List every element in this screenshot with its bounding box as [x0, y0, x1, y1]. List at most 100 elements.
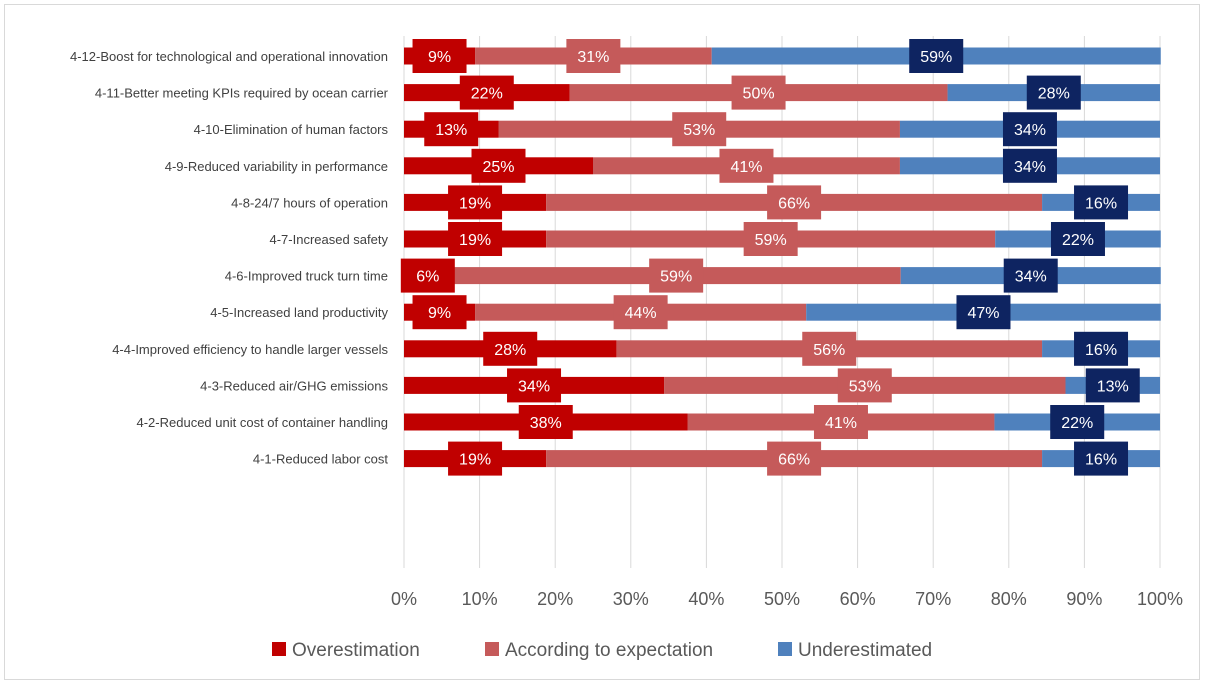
category-label: 4-10-Elimination of human factors: [194, 122, 389, 137]
data-label: 28%: [494, 342, 526, 359]
data-label-box: [1002, 112, 1057, 147]
data-label: 34%: [1014, 122, 1046, 139]
data-label: 66%: [778, 452, 810, 469]
legend-label: Underestimated: [798, 640, 932, 661]
category-label: 4-5-Increased land productivity: [210, 305, 388, 320]
data-label: 31%: [577, 49, 609, 66]
data-label: 59%: [755, 232, 787, 249]
data-label: 41%: [730, 159, 762, 176]
data-label: 25%: [482, 159, 514, 176]
data-label: 34%: [518, 378, 550, 395]
data-label: 13%: [1097, 378, 1129, 395]
data-label: 13%: [435, 122, 467, 139]
data-label: 28%: [1038, 86, 1070, 103]
data-label: 47%: [967, 305, 999, 322]
data-label-box: [448, 222, 503, 256]
data-label: 53%: [849, 378, 881, 395]
x-tick-label: 80%: [991, 589, 1027, 609]
data-label-box: [471, 148, 526, 183]
data-label-box: [802, 331, 857, 366]
data-label-box: [1026, 75, 1081, 110]
data-label-box: [731, 75, 786, 110]
data-labels: 9% 31% 59% 22% 50% 28% 13% 53% 34% 25% 41% 34% 19% 66…: [400, 39, 1140, 476]
category-label: 4-8-24/7 hours of operation: [231, 195, 388, 210]
data-label: 19%: [459, 195, 491, 212]
data-label-box: [649, 258, 704, 293]
data-label: 9%: [428, 305, 451, 322]
data-label: 22%: [1061, 415, 1093, 432]
data-label-box: [813, 405, 868, 439]
legend-swatch: [485, 642, 499, 656]
data-label-box: [400, 258, 455, 293]
data-label-box: [507, 368, 562, 403]
data-label-box: [956, 295, 1011, 330]
data-label: 59%: [660, 269, 692, 286]
x-axis-tick-labels: 0% 10% 20% 30% 40% 50% 60% 70% 80% 90% 100%: [391, 589, 1183, 609]
data-label-box: [743, 222, 798, 256]
x-tick-label: 90%: [1066, 589, 1102, 609]
data-label: 34%: [1014, 159, 1046, 176]
x-tick-label: 50%: [764, 589, 800, 609]
data-label-box: [448, 441, 503, 476]
data-label: 22%: [471, 86, 503, 103]
legend-label: Overestimation: [292, 640, 420, 661]
data-label-box: [424, 112, 479, 147]
category-label: 4-7-Increased safety: [269, 232, 388, 247]
data-label: 44%: [625, 305, 657, 322]
category-label: 4-4-Improved efficiency to handle larger…: [112, 342, 388, 357]
category-labels: 4-12-Boost for technological and operati…: [70, 49, 389, 467]
x-tick-label: 20%: [537, 589, 573, 609]
x-tick-label: 60%: [840, 589, 876, 609]
legend: Overestimation According to expectation Un…: [272, 640, 932, 661]
legend-swatch: [272, 642, 286, 656]
data-label-box: [566, 39, 621, 73]
data-label: 16%: [1085, 342, 1117, 359]
data-label: 9%: [428, 49, 451, 66]
data-label: 50%: [743, 86, 775, 103]
data-label-box: [767, 185, 822, 220]
data-label: 38%: [530, 415, 562, 432]
data-label-box: [1074, 185, 1129, 220]
data-label: 19%: [459, 452, 491, 469]
legend-swatch: [778, 642, 792, 656]
data-label-box: [483, 331, 538, 366]
data-label: 19%: [459, 232, 491, 249]
x-tick-label: 10%: [462, 589, 498, 609]
x-tick-label: 40%: [688, 589, 724, 609]
data-label: 59%: [920, 49, 952, 66]
data-label-box: [412, 295, 467, 330]
data-label-box: [1050, 405, 1105, 439]
category-label: 4-1-Reduced labor cost: [253, 452, 389, 467]
data-label: 66%: [778, 195, 810, 212]
category-label: 4-9-Reduced variability in performance: [165, 159, 388, 174]
category-label: 4-6-Improved truck turn time: [225, 269, 388, 284]
data-label: 6%: [416, 269, 439, 286]
category-label: 4-3-Reduced air/GHG emissions: [200, 378, 388, 393]
x-tick-label: 30%: [613, 589, 649, 609]
x-tick-label: 0%: [391, 589, 417, 609]
data-label: 34%: [1015, 269, 1047, 286]
data-label: 16%: [1085, 452, 1117, 469]
data-label-box: [1074, 331, 1129, 366]
data-label-box: [518, 405, 573, 439]
data-label: 56%: [813, 342, 845, 359]
data-label-box: [1074, 441, 1129, 476]
data-label-box: [837, 368, 892, 403]
data-label: 16%: [1085, 195, 1117, 212]
data-label-box: [1050, 222, 1105, 256]
data-label-box: [672, 112, 727, 147]
legend-label: According to expectation: [505, 640, 713, 661]
data-label-box: [448, 185, 503, 220]
data-label-box: [459, 75, 514, 110]
data-label-box: [909, 39, 964, 73]
data-label-box: [613, 295, 668, 330]
data-label-box: [1002, 148, 1057, 183]
data-label-box: [412, 39, 467, 73]
data-label-box: [767, 441, 822, 476]
data-label-box: [719, 148, 774, 183]
category-label: 4-11-Better meeting KPIs required by oce…: [95, 86, 389, 101]
x-tick-label: 70%: [915, 589, 951, 609]
data-label: 53%: [683, 122, 715, 139]
category-label: 4-12-Boost for technological and operati…: [70, 49, 388, 64]
